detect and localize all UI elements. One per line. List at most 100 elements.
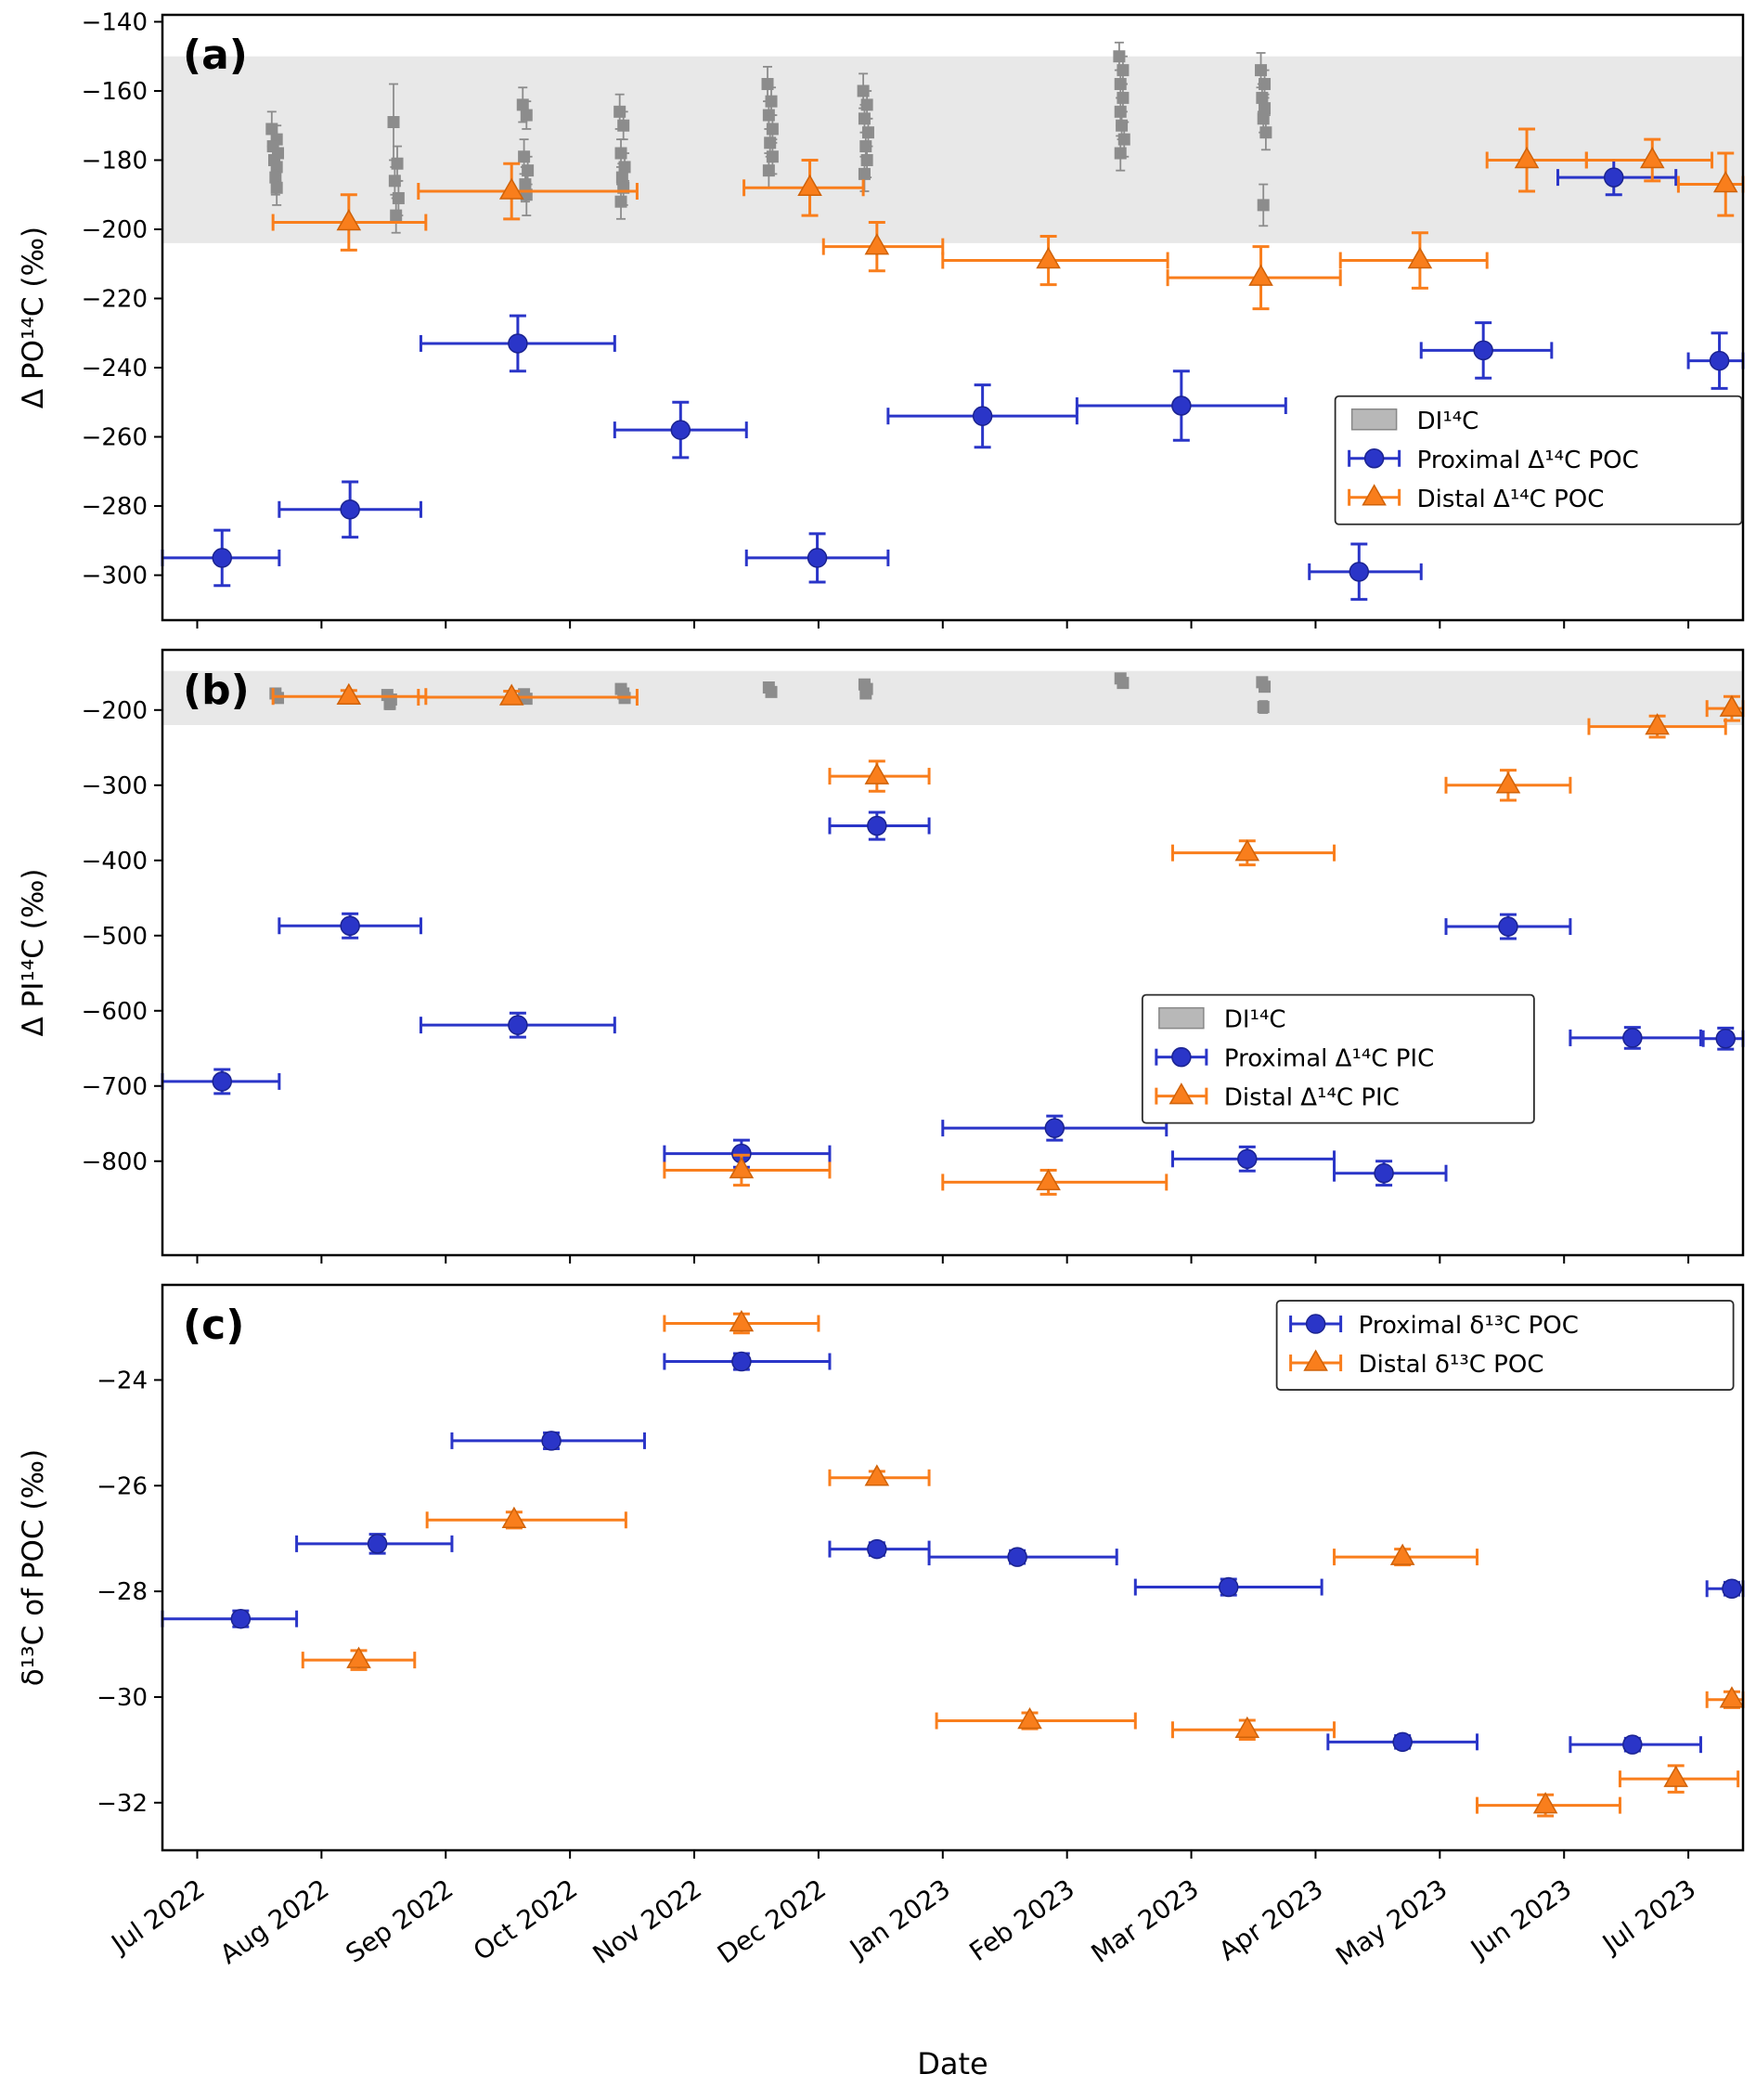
y-tick-label: −300 <box>82 772 148 800</box>
data-point-triangle <box>501 1506 527 1529</box>
x-tick-label: Apr 2023 <box>1213 1873 1328 1967</box>
data-point-circle <box>731 1351 752 1372</box>
panel-frame <box>161 1283 1745 1852</box>
panel-frame <box>161 648 1745 1257</box>
x-tick-label: Aug 2022 <box>214 1873 334 1970</box>
data-point-circle <box>1473 340 1493 361</box>
legend-label: Distal Δ¹⁴C POC <box>1417 486 1605 513</box>
data-point-square <box>615 171 628 184</box>
y-tick-label: −160 <box>82 78 148 106</box>
legend-box <box>1141 993 1535 1124</box>
data-point-square <box>390 209 403 222</box>
panel-c: −24 −26 −28 −30 −32 (c) δ¹³C of POC (‰) Proxima… <box>17 1283 1745 1859</box>
data-point-circle <box>807 548 828 568</box>
data-point-circle <box>541 1431 562 1451</box>
y-axis-label: Δ PO¹⁴C (‰) <box>17 227 50 408</box>
series-proximal-poc <box>161 158 1745 602</box>
data-point-circle <box>508 1015 528 1035</box>
legend-box <box>1275 1300 1735 1391</box>
x-tick-label: Jun 2023 <box>1464 1873 1577 1965</box>
data-point-triangle <box>498 683 524 706</box>
data-point-triangle <box>1514 146 1540 169</box>
data-point-triangle <box>729 1310 755 1332</box>
legend-label: DI¹⁴C <box>1417 408 1479 435</box>
legend-label: Proximal Δ¹⁴C POC <box>1417 447 1639 474</box>
data-point-triangle <box>498 177 524 200</box>
panel-a: −140 −160 −180 −200 −220 −240 −260 −280 −300 (a) Δ… <box>17 8 1745 629</box>
y-tick-label: −800 <box>82 1148 148 1176</box>
y-tick-label: −24 <box>97 1367 148 1394</box>
data-point-circle <box>867 1538 887 1560</box>
y-tick-label: −28 <box>97 1578 148 1606</box>
series-distal-poc <box>271 127 1745 311</box>
data-point-circle <box>1218 1576 1239 1598</box>
data-point-circle <box>230 1608 252 1629</box>
legend-box <box>1334 395 1743 525</box>
data-point-square <box>1257 701 1270 714</box>
data-point-circle <box>212 1071 233 1092</box>
data-point-circle <box>1044 1118 1065 1138</box>
data-point-circle <box>340 915 360 936</box>
data-point-triangle <box>1169 1082 1194 1105</box>
data-point-triangle <box>1645 713 1670 735</box>
y-axis-label: δ¹³C of POC (‰) <box>17 1449 50 1686</box>
y-tick-label: −32 <box>97 1790 148 1818</box>
data-point-triangle <box>1303 1349 1328 1371</box>
legend: Proximal δ¹³C POC Distal δ¹³C POC <box>1275 1300 1735 1391</box>
y-tick-label: −220 <box>82 286 148 314</box>
x-tick-label: Feb 2023 <box>963 1873 1079 1967</box>
legend: DI¹⁴C Proximal Δ¹⁴C POC Distal Δ¹⁴C POC <box>1334 395 1743 525</box>
legend-band-swatch <box>1158 1006 1205 1030</box>
y-tick-label: −400 <box>82 848 148 875</box>
legend-label: Proximal δ¹³C POC <box>1359 1312 1579 1340</box>
data-point-triangle <box>797 174 822 197</box>
data-point-triangle <box>1234 1716 1260 1738</box>
data-point-circle <box>1237 1148 1258 1170</box>
y-tick-label: −200 <box>82 216 148 244</box>
data-point-circle <box>1709 350 1730 371</box>
data-point-square <box>1114 147 1127 160</box>
data-point-square <box>270 181 283 194</box>
y-tick-label: −26 <box>97 1472 148 1500</box>
data-point-square <box>1257 199 1270 212</box>
data-point-circle <box>867 815 887 836</box>
series-proximal-pic <box>161 810 1745 1187</box>
data-point-square <box>765 685 778 698</box>
series-di14c-a <box>265 41 1272 234</box>
y-tick-label: −200 <box>82 697 148 725</box>
data-point-square <box>383 697 396 710</box>
data-point-triangle <box>1234 839 1260 862</box>
series-distal-pic <box>271 682 1745 1196</box>
x-tick-label: May 2023 <box>1330 1873 1453 1972</box>
data-point-circle <box>1622 1028 1643 1048</box>
y-tick-label: −280 <box>82 493 148 521</box>
y-axis-label: Δ PI¹⁴C (‰) <box>17 868 50 1036</box>
data-point-circle <box>1171 395 1192 416</box>
legend-label: Distal δ¹³C POC <box>1359 1351 1544 1379</box>
data-point-triangle <box>346 1646 371 1668</box>
data-point-circle <box>1622 1734 1643 1755</box>
data-point-triangle <box>1495 771 1521 794</box>
data-point-circle <box>1392 1731 1413 1753</box>
panel-letter: (a) <box>183 32 248 79</box>
data-point-triangle <box>1532 1792 1558 1814</box>
data-point-circle <box>670 420 691 440</box>
legend: DI¹⁴C Proximal Δ¹⁴C PIC Distal Δ¹⁴C PIC <box>1141 993 1535 1124</box>
data-point-triangle <box>1712 171 1738 193</box>
y-tick-label: −240 <box>82 355 148 382</box>
data-point-triangle <box>1407 247 1433 269</box>
data-point-triangle <box>1036 1168 1061 1191</box>
data-point-square <box>1259 126 1272 139</box>
data-point-triangle <box>1719 1686 1745 1708</box>
x-tick-label: Oct 2022 <box>468 1873 583 1967</box>
data-point-circle <box>367 1534 388 1554</box>
y-tick-label: −260 <box>82 424 148 452</box>
y-tick-label: −30 <box>97 1684 148 1712</box>
panel-b: −200 −300 −400 −500 −600 −700 −800 (b) Δ PI¹⁴C (… <box>17 648 1745 1264</box>
data-point-square <box>858 167 871 180</box>
data-point-square <box>519 178 532 191</box>
data-point-triangle <box>864 233 890 255</box>
data-point-triangle <box>1248 264 1273 286</box>
data-point-triangle <box>864 1464 890 1486</box>
